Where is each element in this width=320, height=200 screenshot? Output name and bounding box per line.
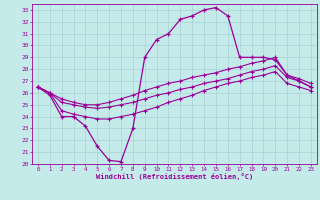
X-axis label: Windchill (Refroidissement éolien,°C): Windchill (Refroidissement éolien,°C) (96, 173, 253, 180)
